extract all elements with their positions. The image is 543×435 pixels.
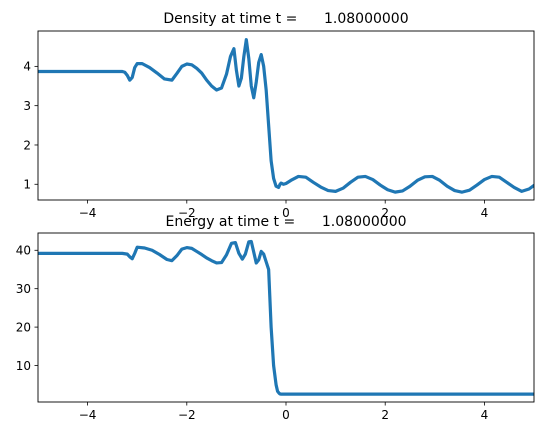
energy-axis-ticks: −4 −2 0 2 4 10 20 30 40 xyxy=(16,244,489,422)
density-x-tick-label: 0 xyxy=(282,206,290,220)
energy-y-tick-label: 20 xyxy=(16,320,31,334)
energy-title: Energy at time t = 1.08000000 xyxy=(165,214,406,230)
energy-x-tick-label: 4 xyxy=(481,408,489,422)
density-x-tick-label: 4 xyxy=(481,206,489,220)
energy-y-tick-label: 10 xyxy=(16,359,31,373)
density-title: Density at time t = 1.08000000 xyxy=(163,11,408,27)
energy-x-tick-label: −2 xyxy=(178,408,196,422)
density-y-tick-label: 3 xyxy=(23,99,31,113)
energy-axes-frame xyxy=(37,232,535,403)
density-plot-area xyxy=(38,38,534,194)
energy-x-tick-label: 2 xyxy=(381,408,389,422)
density-series-line-0 xyxy=(38,38,534,194)
density-x-tick-label: 2 xyxy=(381,206,389,220)
density-x-tick-label: −2 xyxy=(178,206,196,220)
density-x-tick-label: −4 xyxy=(79,206,97,220)
energy-plot-area xyxy=(38,239,534,396)
energy-y-tick-label: 40 xyxy=(16,244,31,258)
density-y-tick-label: 4 xyxy=(23,60,31,74)
energy-subplot: −4 −2 0 2 4 10 20 30 40 Energy at time t = 1.080… xyxy=(16,214,535,422)
energy-x-tick-label: −4 xyxy=(79,408,97,422)
energy-x-tick-label: 0 xyxy=(282,408,290,422)
density-subplot: Density at time t = 1.08000000 −4 −2 0 2 4 1 2… xyxy=(23,11,535,220)
density-axis-ticks: −4 −2 0 2 4 1 2 3 4 xyxy=(23,60,488,220)
density-axes-frame xyxy=(37,30,535,201)
density-y-tick-label: 2 xyxy=(23,138,31,152)
density-y-tick-label: 1 xyxy=(23,178,31,192)
energy-series-line-0 xyxy=(38,239,534,396)
energy-y-tick-label: 30 xyxy=(16,282,31,296)
